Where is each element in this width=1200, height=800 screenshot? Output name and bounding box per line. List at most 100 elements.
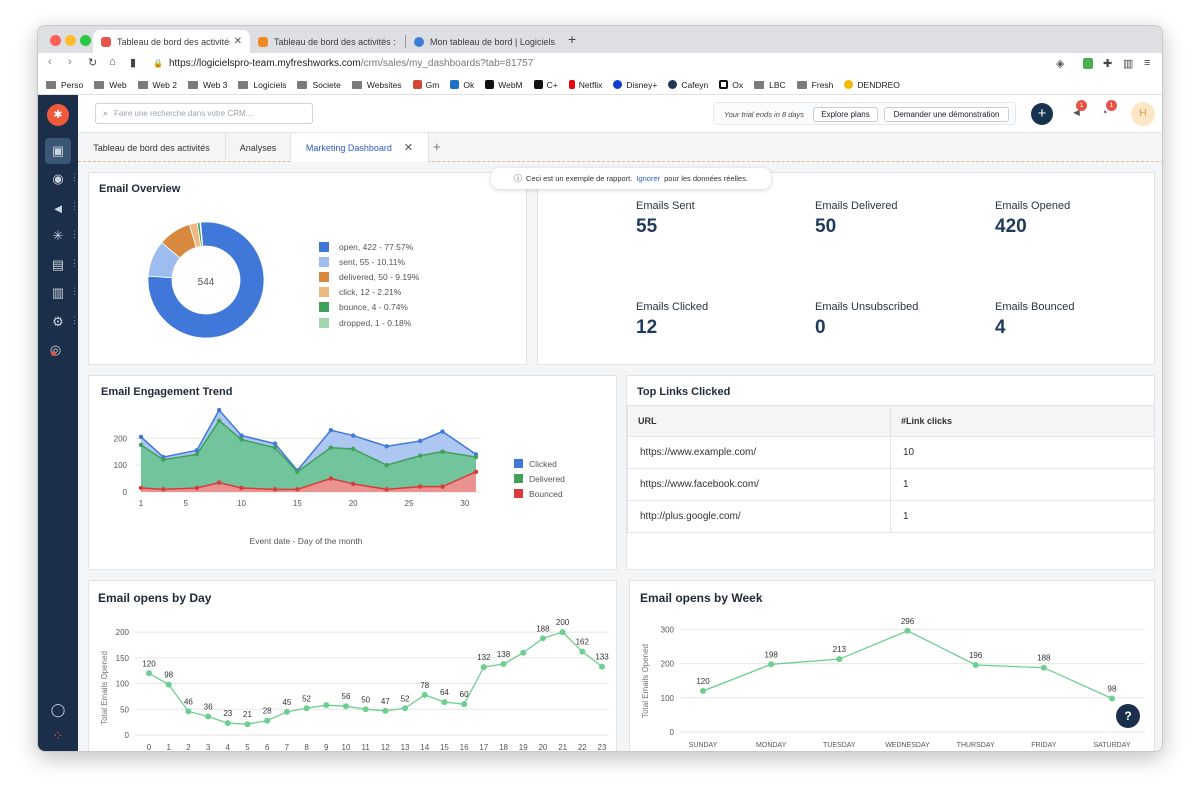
sidebar-item-chat[interactable]: ◯ bbox=[38, 697, 78, 723]
data-point-clicked[interactable] bbox=[417, 438, 423, 444]
data-point-clicked[interactable] bbox=[272, 441, 278, 446]
brave-shield-icon[interactable]: ◈ bbox=[1056, 58, 1065, 70]
menu-icon[interactable]: ≡ bbox=[1144, 57, 1151, 69]
quick-add-button[interactable]: + bbox=[1031, 103, 1053, 125]
donut-slice-open[interactable] bbox=[147, 221, 265, 339]
bookmark-folder[interactable]: Websites bbox=[351, 80, 402, 90]
request-demo-button[interactable]: Demander une démonstration bbox=[884, 107, 1009, 122]
bookmark-folder[interactable]: Perso bbox=[46, 80, 83, 90]
bookmark-folder[interactable]: Web 2 bbox=[137, 80, 177, 90]
browser-tab-1[interactable]: Tableau de bord des activités : Fresh ✕ bbox=[93, 30, 250, 53]
data-point[interactable] bbox=[205, 713, 212, 720]
bookmark-folder[interactable]: Societe bbox=[297, 80, 341, 90]
data-point-delivered[interactable] bbox=[440, 449, 445, 454]
data-point-bounced[interactable] bbox=[350, 481, 356, 487]
data-point[interactable] bbox=[185, 708, 192, 715]
data-point[interactable] bbox=[323, 702, 330, 709]
bookmark-link[interactable]: DENDREO bbox=[844, 80, 900, 90]
data-point-delivered[interactable] bbox=[216, 418, 222, 423]
data-point-delivered[interactable] bbox=[473, 454, 479, 460]
data-point-delivered[interactable] bbox=[417, 453, 423, 458]
sidebar-item-apps[interactable]: ⁘ bbox=[38, 723, 78, 749]
data-point[interactable] bbox=[303, 705, 310, 712]
data-point[interactable] bbox=[165, 681, 172, 688]
data-point-delivered[interactable] bbox=[272, 445, 278, 450]
bookmark-link[interactable]: Netflix bbox=[568, 80, 602, 90]
data-point[interactable] bbox=[700, 687, 706, 694]
data-point[interactable] bbox=[382, 707, 389, 714]
data-point-delivered[interactable] bbox=[384, 462, 389, 468]
data-point-delivered[interactable] bbox=[350, 446, 356, 452]
bookmark-folder[interactable]: Web 3 bbox=[187, 80, 227, 90]
tab-marketing-dashboard[interactable]: Marketing Dashboard ✕ bbox=[291, 133, 429, 162]
bookmark-link[interactable]: Gm bbox=[412, 80, 439, 90]
new-tab-button[interactable]: + bbox=[568, 31, 577, 47]
maximize-window-button[interactable] bbox=[80, 35, 91, 46]
data-point[interactable] bbox=[480, 664, 487, 671]
data-point[interactable] bbox=[972, 661, 979, 668]
data-point[interactable] bbox=[1109, 695, 1115, 702]
data-point[interactable] bbox=[768, 661, 775, 668]
data-point-bounced[interactable] bbox=[216, 480, 222, 485]
data-point[interactable] bbox=[904, 627, 911, 634]
data-point[interactable] bbox=[362, 706, 369, 713]
close-tab-icon[interactable]: ✕ bbox=[233, 36, 242, 47]
data-point[interactable] bbox=[244, 721, 251, 728]
sidebar-item-journeys[interactable]: ✳ ⋮ bbox=[38, 223, 79, 249]
help-button[interactable]: ? bbox=[1116, 704, 1140, 728]
sidebar-item-reports[interactable]: ▥ ⋮ bbox=[38, 280, 79, 306]
close-tab-icon[interactable]: ✕ bbox=[403, 142, 414, 154]
back-icon[interactable]: ‹ bbox=[48, 56, 52, 68]
data-point-delivered[interactable] bbox=[295, 469, 300, 475]
data-point-clicked[interactable] bbox=[239, 433, 244, 438]
data-point[interactable] bbox=[500, 661, 507, 668]
home-icon[interactable]: ⌂ bbox=[109, 56, 116, 68]
user-avatar[interactable]: H bbox=[1131, 102, 1155, 126]
data-point-clicked[interactable] bbox=[350, 433, 356, 438]
address-bar[interactable]: 🔒 https://logicielspro-team.myfreshworks… bbox=[153, 54, 1048, 73]
data-point[interactable] bbox=[559, 629, 566, 636]
search-input[interactable]: ⌕ Faire une recherche dans votre CRM.... bbox=[95, 103, 313, 124]
forward-icon[interactable]: › bbox=[68, 56, 72, 68]
bookmark-link[interactable]: WebM bbox=[485, 80, 523, 90]
tab-analyses[interactable]: Analyses bbox=[226, 133, 291, 162]
sidebar-item-contacts[interactable]: ◉ ⋮ bbox=[38, 166, 79, 192]
data-point[interactable] bbox=[224, 720, 231, 727]
data-point-clicked[interactable] bbox=[328, 427, 334, 433]
data-point-clicked[interactable] bbox=[216, 407, 222, 413]
reload-icon[interactable]: ↻ bbox=[88, 57, 98, 69]
sidebar-item-campaigns[interactable]: ◄ ⋮ bbox=[38, 195, 79, 221]
bookmark-link[interactable]: Ok bbox=[450, 80, 474, 90]
data-point-delivered[interactable] bbox=[328, 445, 334, 450]
data-point-bounced[interactable] bbox=[440, 484, 445, 489]
data-point[interactable] bbox=[264, 717, 271, 724]
donut-slice-dropped[interactable] bbox=[199, 221, 204, 247]
bookmark-link[interactable]: Cafeyn bbox=[668, 80, 708, 90]
data-point-bounced[interactable] bbox=[194, 485, 200, 491]
data-point-bounced[interactable] bbox=[328, 476, 334, 481]
data-point-clicked[interactable] bbox=[440, 429, 445, 434]
sidebar-toggle-icon[interactable]: ▥ bbox=[1123, 58, 1134, 70]
column-header-clicks[interactable]: #Link clicks bbox=[890, 405, 1155, 437]
data-point[interactable] bbox=[1040, 664, 1047, 671]
add-tab-button[interactable]: + bbox=[433, 139, 441, 154]
bookmark-link[interactable]: C+ bbox=[533, 80, 558, 90]
data-point[interactable] bbox=[441, 699, 448, 706]
data-point[interactable] bbox=[579, 648, 586, 655]
bookmark-folder[interactable]: Web bbox=[94, 80, 127, 90]
bookmark-link[interactable]: Ox bbox=[719, 80, 743, 90]
browser-tab-2[interactable]: Tableau de bord des activités : Fresh bbox=[250, 30, 405, 53]
data-point-clicked[interactable] bbox=[384, 444, 389, 449]
data-point-bounced[interactable] bbox=[138, 485, 144, 491]
data-point[interactable] bbox=[461, 701, 468, 708]
close-window-button[interactable] bbox=[50, 35, 61, 46]
sidebar-item-settings[interactable]: ⚙ ⋮ bbox=[38, 309, 79, 335]
bookmark-folder[interactable]: Fresh bbox=[796, 80, 833, 90]
data-point[interactable] bbox=[421, 691, 428, 698]
ignore-link[interactable]: Ignorer bbox=[636, 174, 661, 183]
data-point[interactable] bbox=[520, 649, 527, 656]
data-point[interactable] bbox=[146, 670, 152, 677]
data-point[interactable] bbox=[599, 663, 605, 670]
data-point-delivered[interactable] bbox=[161, 457, 166, 462]
data-point[interactable] bbox=[539, 635, 546, 642]
